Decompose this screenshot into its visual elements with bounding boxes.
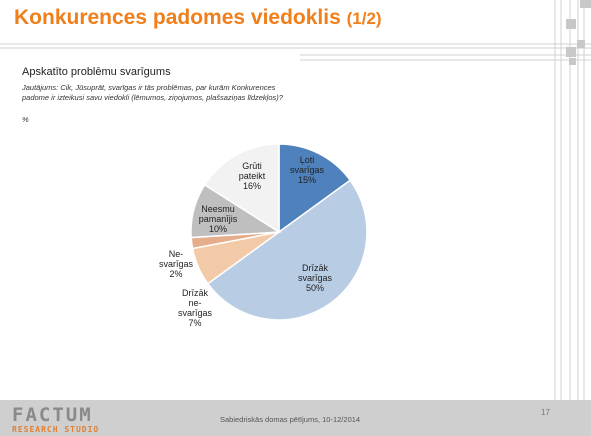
slice-label-line: ne- [188,298,201,308]
slice-label: Drīzāk svarīgas 50% [298,263,333,293]
slice-label-line: Drīzāk [182,288,209,298]
slice-label-line: Ļoti [300,155,315,165]
slice-label-line: 50% [306,283,324,293]
slice-label-line: 10% [209,224,227,234]
section-title: Apskatīto problēmu svarīgums [22,66,171,78]
slice-label-line: 2% [169,269,182,279]
slice-label-line: Drīzāk [302,263,329,273]
footer-bar [0,400,591,436]
page-number: 17 [541,408,550,417]
pie-slice [203,143,280,234]
slice-label-line: 16% [243,181,261,191]
slice-label-line: Ne- [169,249,184,259]
slice-label-line: svarīgas [159,259,194,269]
slice-label: Ne-svarīgas 2% [159,249,194,279]
slice-label: Neesmu pamanījis 10% [199,204,238,234]
slice-label-line: 15% [298,175,316,185]
slice-label-line: svarīgas [178,308,213,318]
logo-sub-text: RESEARCH STUDIO [12,425,100,434]
slice-label-line: Grūti [242,161,262,171]
question-text: Jautājums: Cik, Jūsuprāt, svarīgas ir tā… [22,83,283,102]
slice-label-line: pateikt [239,171,266,181]
slice-label-line: Neesmu [201,204,235,214]
slice-label: Grūti pateikt 16% [239,161,266,191]
slice-label: Ļoti svarīgas 15% [290,155,325,185]
logo-main-text: FACTUM [12,404,93,426]
unit-label: % [22,115,29,124]
page-title: Konkurences padomes viedoklis (1/2) [14,6,382,30]
page-title-text: Konkurences padomes viedoklis [14,6,341,29]
slice-label-line: svarīgas [290,165,325,175]
pie-slice [278,143,352,234]
slice-label: Drīzāk ne-svarīgas 7% [178,288,213,328]
slice-label-line: svarīgas [298,273,333,283]
pie-slice [206,179,368,321]
footer-source: Sabiedriskās domas pētījums, 10-12/2014 [220,415,361,424]
slice-label-line: pamanījis [199,214,238,224]
slice-label-line: 7% [188,318,201,328]
factum-logo: FACTUM RESEARCH STUDIO [12,406,99,434]
page-title-suffix: (1/2) [346,9,382,28]
